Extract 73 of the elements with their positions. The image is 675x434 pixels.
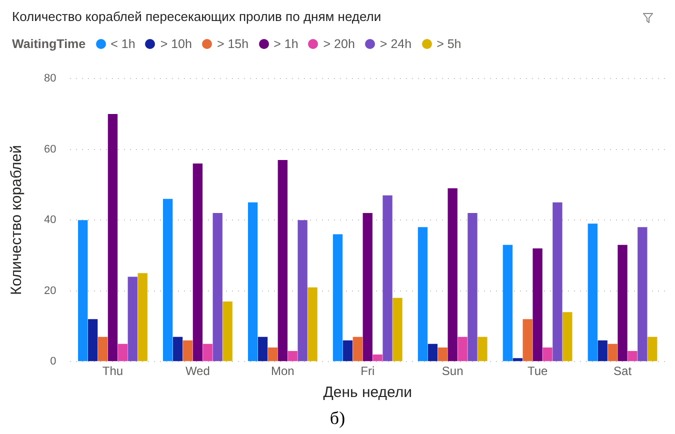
bar — [382, 195, 392, 362]
bar — [468, 213, 478, 362]
legend-title: WaitingTime — [12, 37, 86, 51]
legend-label: < 1h — [110, 37, 136, 51]
chart-title: Количество кораблей пересекающих пролив по дням недели — [12, 9, 382, 24]
y-tick-label: 60 — [44, 143, 56, 156]
x-tick-label: Sun — [442, 364, 464, 378]
bar — [248, 202, 258, 362]
bar — [478, 336, 488, 362]
bar — [372, 354, 382, 362]
bar — [118, 344, 128, 362]
y-axis-title: Количество кораблей — [8, 145, 26, 296]
bar — [522, 319, 532, 362]
bar — [182, 340, 193, 362]
legend-label: > 24h — [380, 37, 412, 51]
legend-label: > 15h — [216, 37, 249, 51]
legend-label: > 20h — [323, 37, 355, 51]
bar — [88, 319, 98, 362]
bar — [588, 224, 598, 362]
bar — [552, 202, 562, 362]
bar — [418, 227, 428, 362]
y-tick-label: 0 — [50, 356, 56, 368]
bar — [362, 213, 372, 362]
x-tick-label: Wed — [185, 364, 210, 378]
bar — [192, 164, 203, 362]
bar — [638, 227, 648, 362]
x-tick-label: Fri — [360, 364, 375, 378]
bar — [562, 312, 572, 362]
bar — [202, 344, 212, 362]
bar — [512, 358, 522, 362]
bar — [163, 198, 173, 362]
bar — [172, 336, 183, 362]
bar — [648, 336, 658, 362]
bar — [298, 220, 308, 362]
x-tick-label: Sat — [614, 364, 632, 378]
bar — [448, 188, 458, 362]
legend-label: > 10h — [160, 37, 192, 51]
text: б) — [328, 408, 346, 429]
bar — [532, 248, 542, 362]
x-tick-label: Tue — [527, 364, 548, 378]
bar — [438, 347, 448, 362]
bar — [502, 244, 513, 362]
bar — [138, 273, 148, 362]
y-tick-label: 20 — [44, 284, 56, 297]
bar — [342, 340, 353, 362]
bar — [628, 350, 638, 362]
bar — [78, 220, 88, 362]
bar — [618, 244, 628, 362]
bar — [458, 336, 468, 362]
bar — [128, 276, 138, 362]
bar — [542, 347, 552, 362]
bar — [222, 301, 232, 362]
legend-label: > 5h — [436, 37, 462, 51]
bar — [308, 287, 318, 362]
bar — [428, 344, 438, 362]
bar — [212, 213, 222, 362]
bar — [98, 336, 108, 362]
x-tick-label: Thu — [102, 364, 124, 378]
bar — [392, 298, 402, 362]
x-tick-label: Mon — [270, 364, 294, 378]
y-tick-label: 80 — [44, 72, 56, 85]
bar — [258, 336, 268, 362]
bar — [108, 114, 118, 362]
bar — [598, 340, 608, 362]
bar — [332, 234, 343, 362]
y-tick-label: 40 — [44, 214, 56, 226]
bar — [268, 347, 278, 362]
legend-label: > 1h — [274, 37, 298, 51]
bar — [608, 344, 618, 362]
bar — [278, 160, 288, 362]
bar — [288, 350, 298, 362]
x-axis-title: День недели — [323, 384, 412, 402]
bar — [352, 336, 362, 362]
